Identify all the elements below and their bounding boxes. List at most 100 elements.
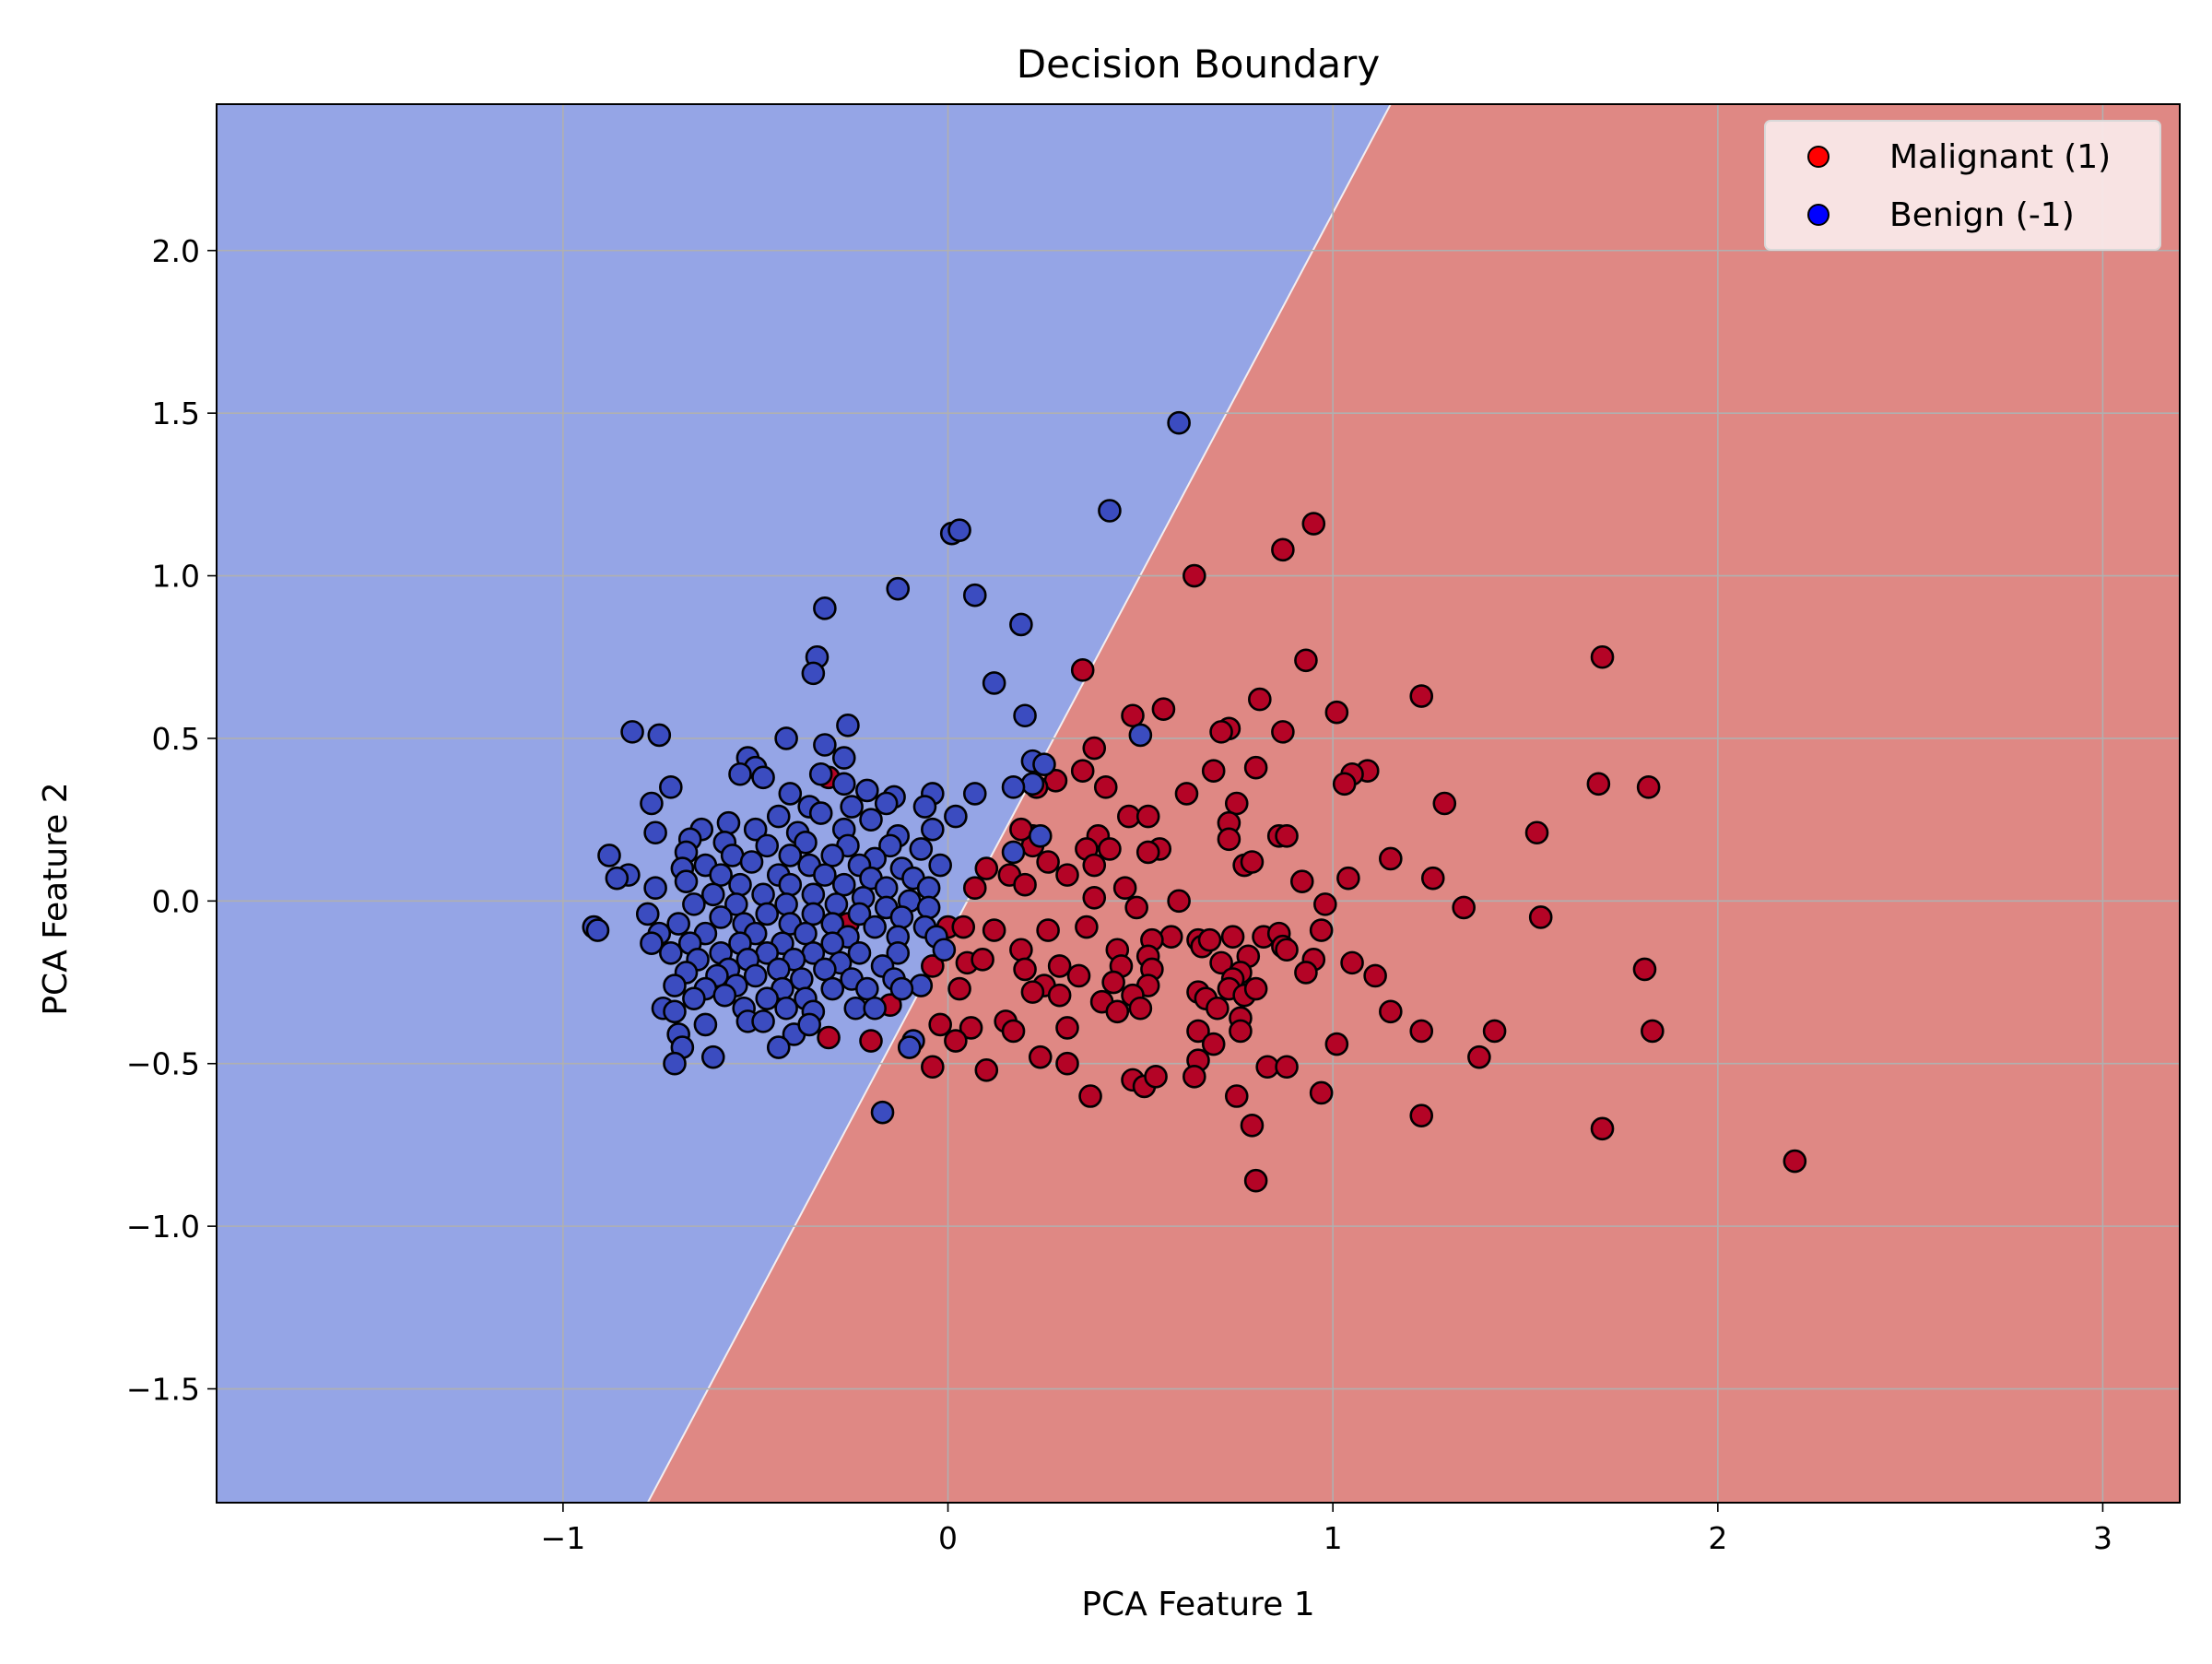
data-point: [889, 976, 914, 1001]
data-point: [928, 1012, 952, 1037]
data-point: [1070, 759, 1095, 784]
decision-regions: [217, 104, 2180, 1503]
data-point: [932, 938, 957, 962]
y-tick-label: −0.5: [126, 1046, 200, 1082]
data-point: [1182, 1065, 1206, 1089]
series-malignant: [817, 512, 1807, 1193]
data-point: [974, 1057, 999, 1082]
data-point: [1001, 840, 1026, 865]
data-point: [1243, 755, 1268, 780]
data-point: [1124, 895, 1148, 920]
data-point: [790, 967, 814, 991]
data-point: [1082, 886, 1107, 910]
data-point: [1105, 999, 1130, 1024]
x-tick-label: −1: [541, 1520, 586, 1556]
data-point: [1224, 1084, 1249, 1108]
data-point: [778, 844, 803, 867]
data-point: [716, 810, 741, 835]
data-point: [700, 1044, 725, 1069]
data-point: [709, 863, 733, 887]
data-point: [1186, 1019, 1210, 1044]
data-point: [1409, 1019, 1434, 1044]
data-point: [1229, 1019, 1253, 1044]
data-point: [1201, 759, 1226, 784]
data-point: [808, 801, 833, 825]
data-point: [831, 772, 856, 797]
data-point: [962, 876, 987, 901]
data-point: [878, 833, 902, 858]
data-point: [739, 850, 764, 874]
data-point: [1036, 918, 1060, 942]
data-point: [1013, 703, 1037, 728]
data-point: [1240, 850, 1265, 874]
data-point: [1101, 970, 1125, 995]
data-point: [659, 940, 683, 965]
data-point: [1452, 895, 1476, 920]
data-point: [774, 892, 798, 916]
data-point: [1201, 1032, 1226, 1056]
data-point: [755, 986, 780, 1010]
data-point: [1271, 537, 1295, 562]
data-point: [971, 948, 994, 972]
x-tick-label: 1: [1324, 1520, 1343, 1556]
data-point: [982, 918, 1006, 942]
data-point: [1275, 823, 1299, 848]
data-point: [1098, 837, 1122, 861]
data-point: [1128, 996, 1153, 1021]
data-point: [863, 996, 887, 1021]
data-point: [813, 596, 837, 620]
data-point: [720, 844, 745, 867]
data-point: [674, 869, 699, 893]
data-point: [755, 902, 780, 926]
x-tick-label: 0: [938, 1520, 958, 1556]
data-point: [831, 872, 856, 897]
data-point: [1255, 1055, 1279, 1080]
data-point: [874, 876, 899, 901]
data-point: [666, 912, 690, 936]
x-axis-ticks: −1 0 1 2 3: [541, 1503, 2112, 1556]
data-point: [817, 1025, 841, 1050]
data-point: [682, 986, 706, 1010]
data-point: [1641, 1019, 1665, 1044]
data-point: [921, 954, 945, 978]
data-point: [643, 820, 667, 845]
data-point: [820, 931, 845, 956]
x-axis-label: PCA Feature 1: [1081, 1586, 1314, 1623]
data-point: [916, 876, 941, 901]
data-point: [947, 976, 971, 1001]
data-point: [831, 746, 856, 770]
data-point: [682, 892, 706, 916]
data-point: [801, 882, 826, 907]
data-point: [1036, 850, 1060, 874]
data-point: [808, 761, 833, 786]
plot-frame: [216, 103, 2181, 1504]
data-point: [912, 795, 937, 819]
data-point: [1243, 976, 1268, 1001]
data-point: [1001, 775, 1026, 799]
data-point: [820, 976, 845, 1001]
x-tick-label: 3: [2093, 1520, 2112, 1556]
data-point: [597, 844, 621, 867]
data-point: [1243, 1168, 1268, 1193]
data-point: [1409, 1103, 1434, 1127]
data-point: [1075, 915, 1099, 939]
data-point: [700, 882, 725, 907]
data-point: [1093, 775, 1118, 799]
data-point: [1209, 950, 1233, 975]
data-point: [620, 720, 644, 744]
data-point: [1586, 772, 1611, 797]
data-point: [1332, 772, 1357, 797]
data-point: [855, 976, 879, 1001]
data-point: [921, 817, 945, 842]
data-point: [647, 723, 672, 748]
data-point: [663, 999, 687, 1024]
data-point: [870, 1100, 895, 1125]
data-point: [1144, 1065, 1168, 1089]
data-point: [886, 940, 911, 965]
data-point: [1271, 720, 1295, 744]
data-point: [874, 791, 899, 816]
data-point: [605, 866, 629, 891]
data-point: [1028, 1044, 1053, 1069]
data-point: [1632, 957, 1657, 982]
data-point: [1159, 925, 1183, 949]
